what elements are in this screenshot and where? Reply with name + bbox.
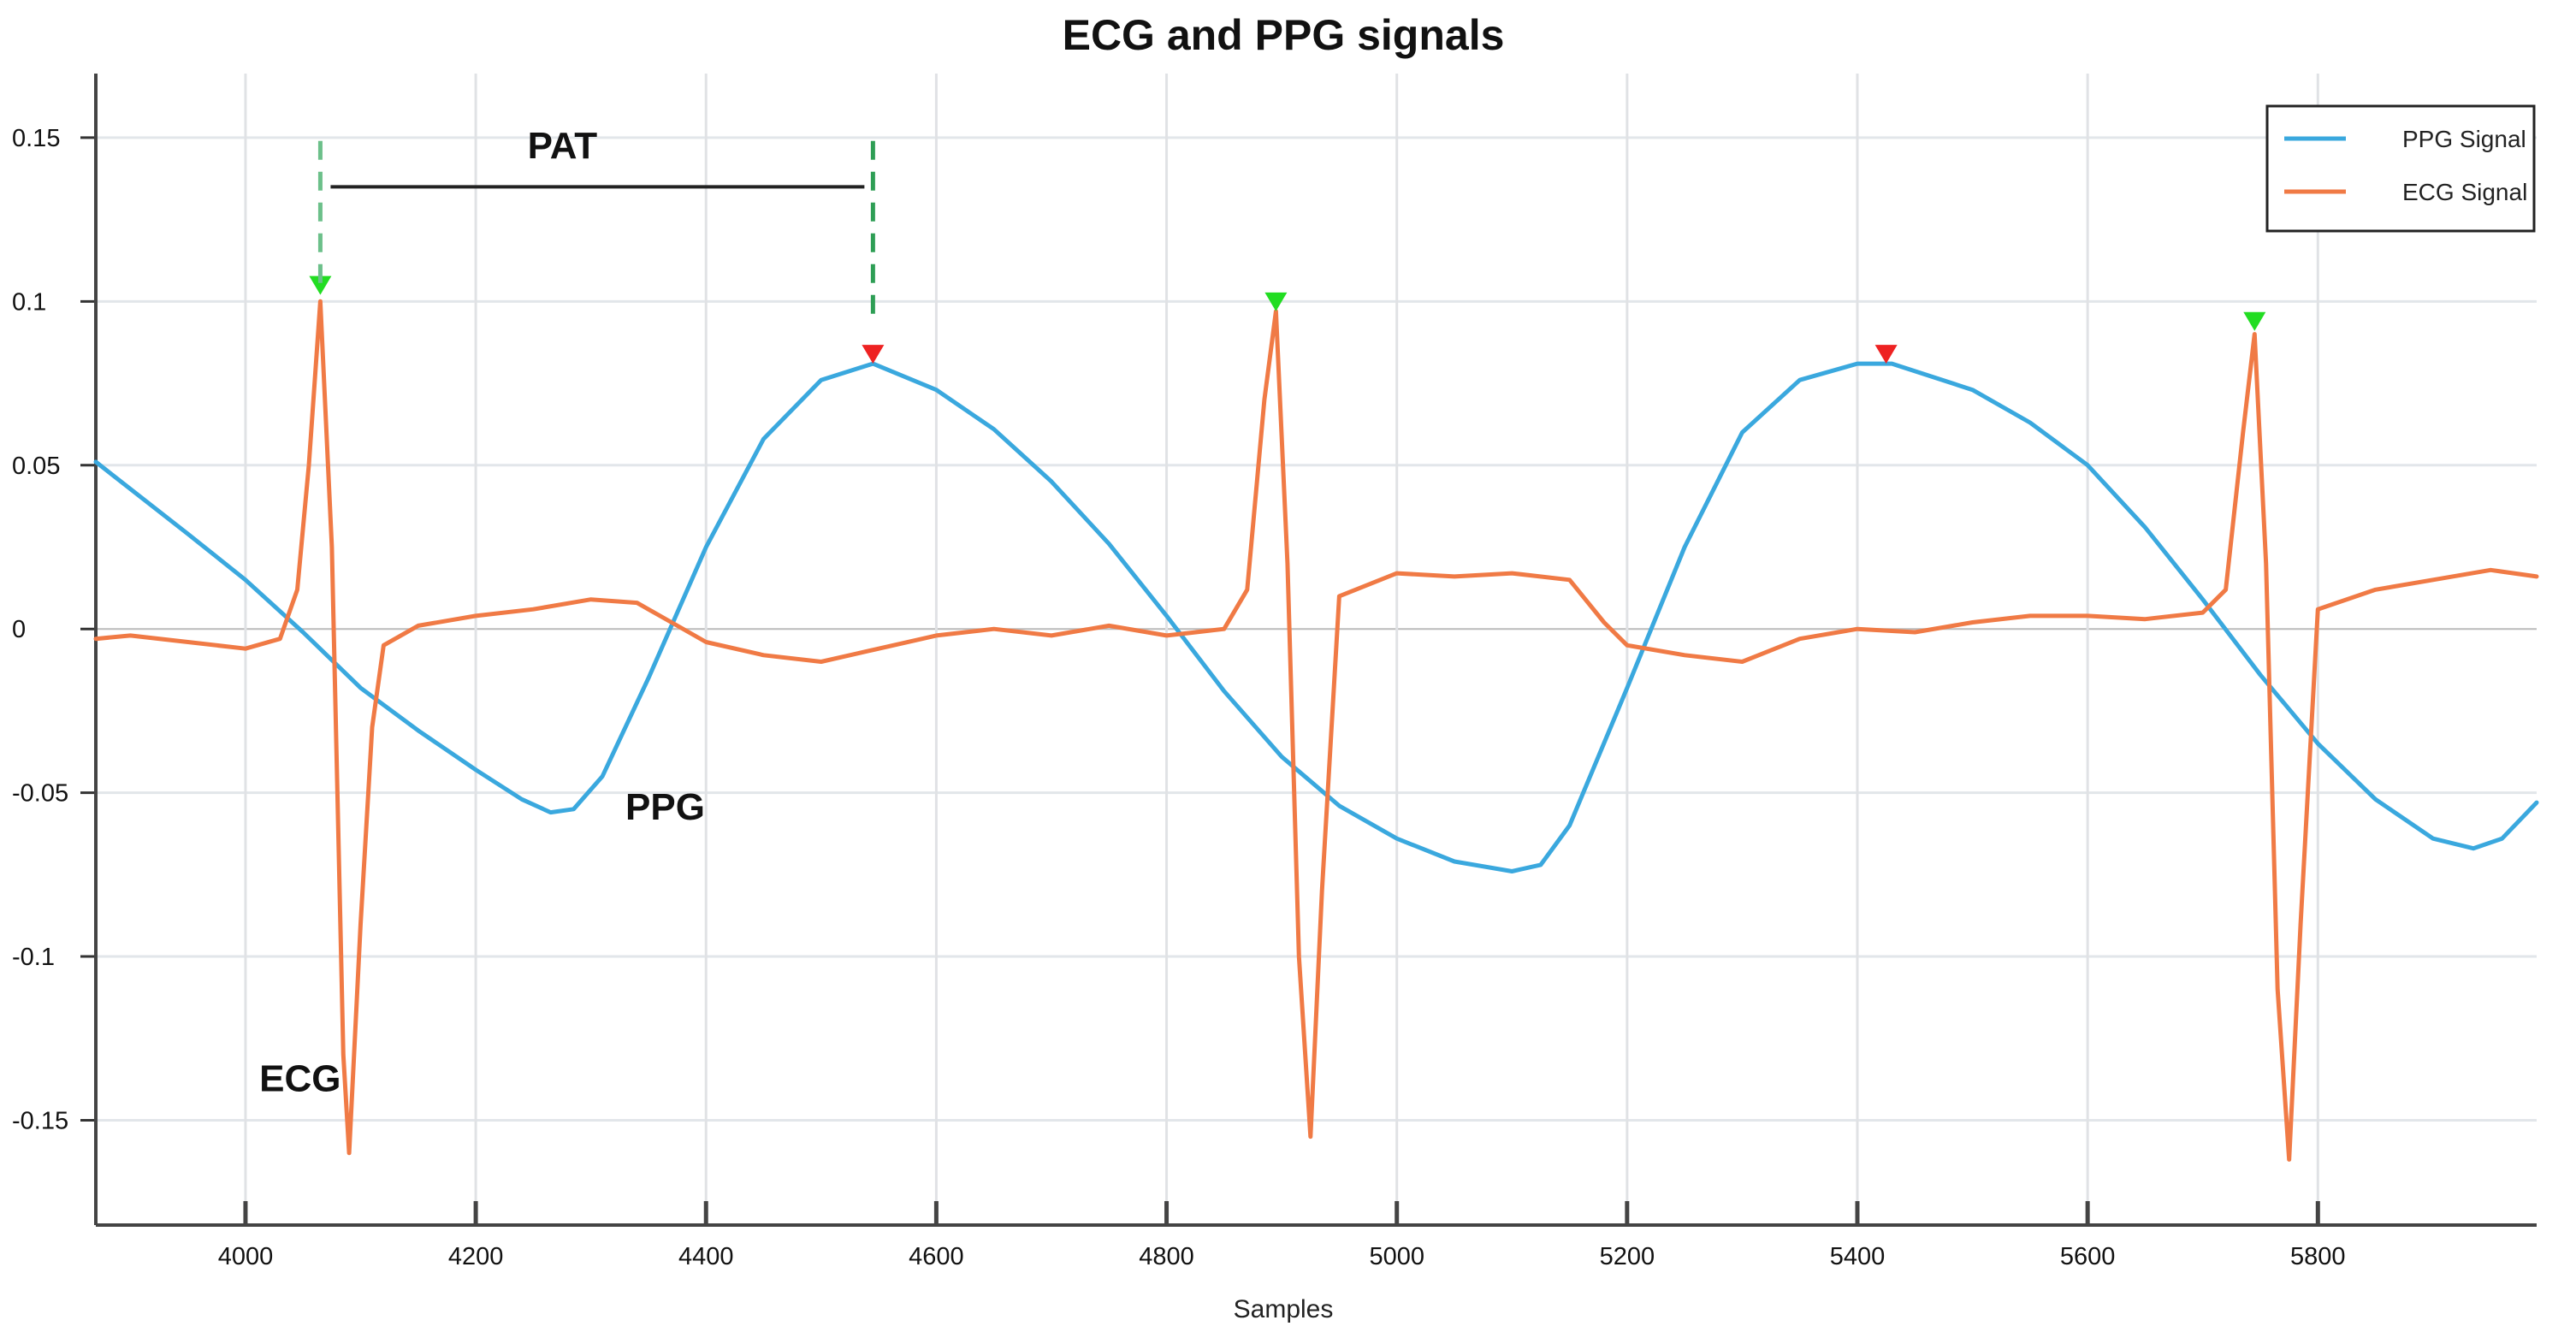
pat-label: PAT bbox=[528, 125, 598, 167]
x-tick-label: 5000 bbox=[1369, 1243, 1424, 1270]
y-tick-label: 0.1 bbox=[12, 288, 46, 316]
ppg-signal-line bbox=[93, 361, 2539, 873]
ecg-peak-marker bbox=[2243, 311, 2266, 331]
y-tick-label: -0.15 bbox=[12, 1107, 68, 1134]
x-tick-label: 5800 bbox=[2290, 1243, 2346, 1270]
legend-ppg-label: PPG Signal bbox=[2402, 126, 2526, 152]
ppg-peak-marker bbox=[1874, 345, 1898, 364]
ecg-peak-marker bbox=[309, 275, 332, 295]
ecg-peak-marker bbox=[1264, 292, 1288, 311]
ecg-label: ECG bbox=[259, 1058, 341, 1100]
y-tick-label: -0.1 bbox=[12, 944, 55, 971]
legend-box bbox=[2265, 104, 2536, 233]
tick-labels: 0.15 0.1 0.05 0 -0.05 -0.1 -0.15 4000 4200 4400 46… bbox=[12, 125, 2346, 1270]
grid bbox=[96, 74, 2537, 1225]
ecg-signal-line bbox=[93, 299, 2539, 1162]
x-tick-label: 4000 bbox=[218, 1243, 274, 1270]
plot-area bbox=[93, 275, 2539, 1162]
chart-title: ECG and PPG signals bbox=[1063, 11, 1505, 59]
legend-ecg-label: ECG Signal bbox=[2402, 179, 2527, 205]
ppg-label: PPG bbox=[625, 786, 705, 828]
y-tick-label: 0.05 bbox=[12, 453, 60, 480]
y-tick-label: -0.05 bbox=[12, 780, 68, 808]
ppg-peak-marker bbox=[862, 345, 885, 364]
axes bbox=[80, 74, 2537, 1227]
x-tick-label: 4200 bbox=[448, 1243, 504, 1270]
x-axis-label: Samples bbox=[1234, 1295, 1334, 1323]
x-tick-label: 4600 bbox=[909, 1243, 964, 1270]
x-tick-label: 5200 bbox=[1600, 1243, 1655, 1270]
annotations bbox=[317, 140, 875, 322]
x-tick-label: 4800 bbox=[1139, 1243, 1194, 1270]
x-tick-label: 5600 bbox=[2060, 1243, 2116, 1270]
x-tick-label: 5400 bbox=[1830, 1243, 1886, 1270]
y-tick-label: 0.15 bbox=[12, 125, 60, 152]
y-tick-label: 0 bbox=[12, 616, 26, 643]
legend: PPG Signal ECG Signal bbox=[2265, 104, 2536, 233]
x-tick-label: 4400 bbox=[678, 1243, 734, 1270]
